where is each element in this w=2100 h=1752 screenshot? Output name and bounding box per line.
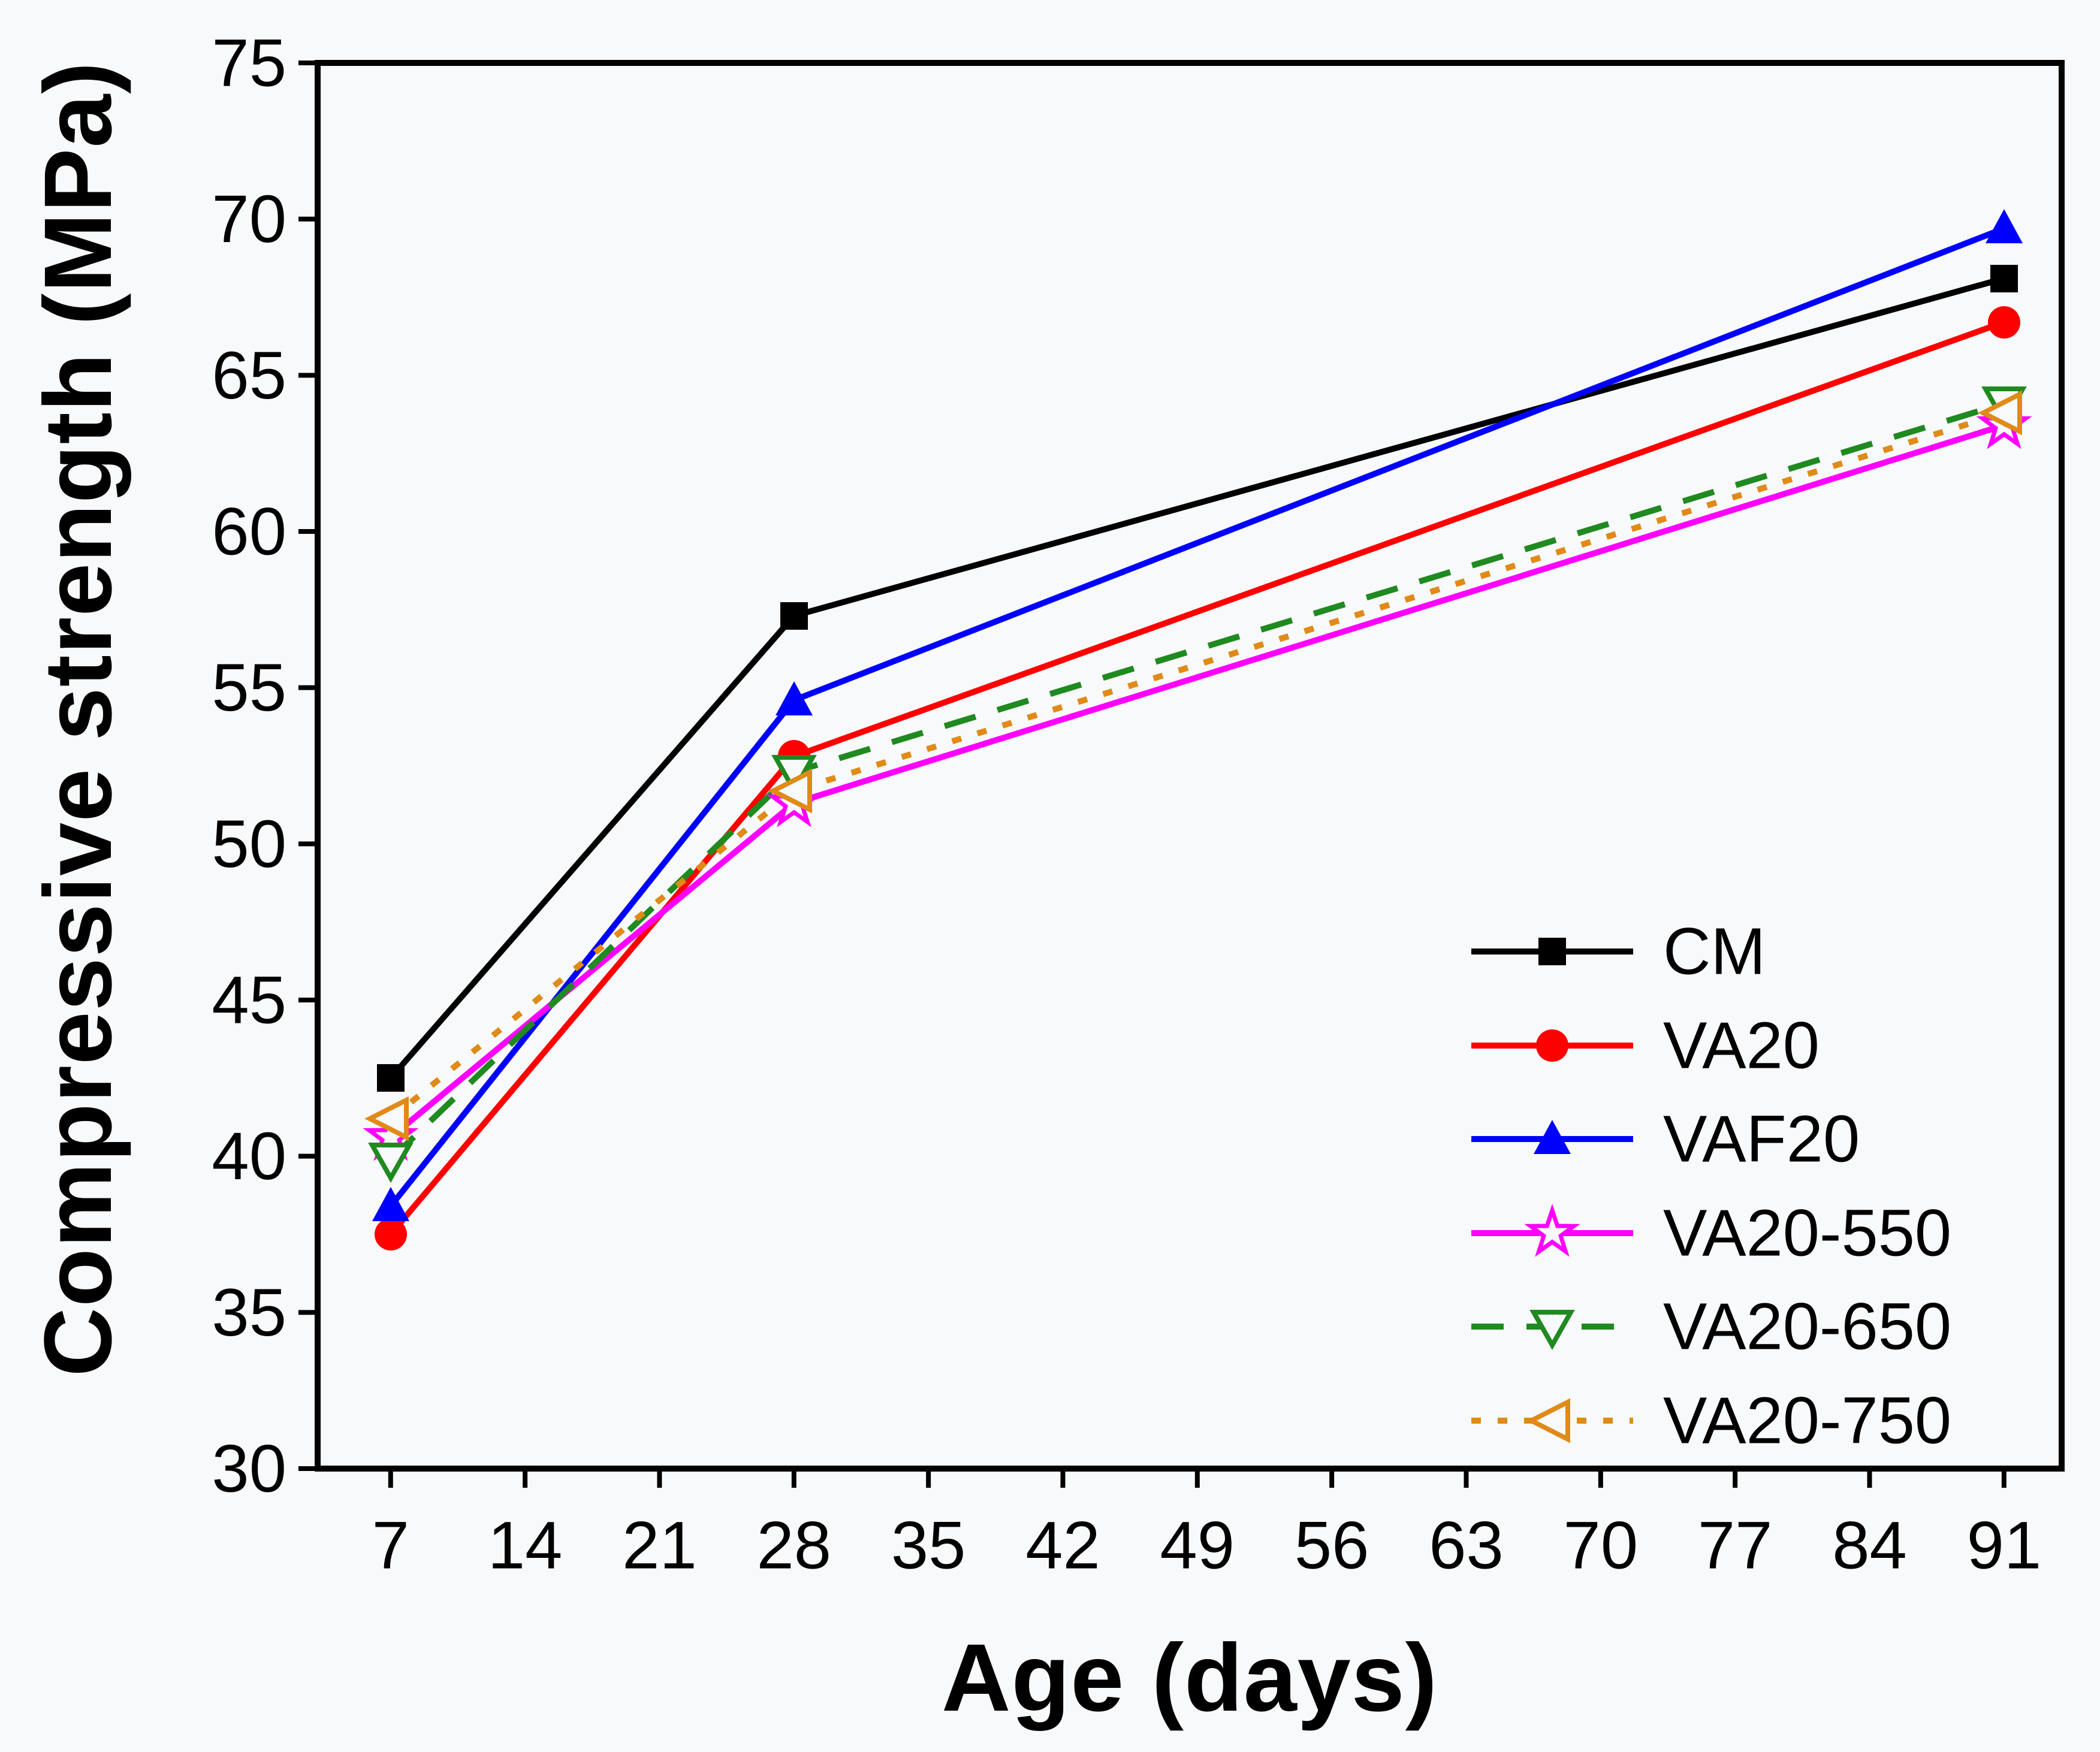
y-tick-label: 50 bbox=[212, 806, 286, 881]
marker-va20-650-7d bbox=[368, 1143, 414, 1183]
marker-va20-750-7d bbox=[364, 1096, 409, 1141]
x-axis-title: Age (days) bbox=[942, 1624, 1438, 1731]
legend-item-va20-750: VA20-750 bbox=[1471, 1384, 1951, 1458]
legend-label: CM bbox=[1663, 915, 1766, 989]
legend-item-va20-550: VA20-550 bbox=[1471, 1197, 1951, 1270]
y-axis: 30 35 40 45 50 55 60 65 70 75 bbox=[212, 26, 318, 1506]
x-tick-label: 91 bbox=[1967, 1508, 2042, 1583]
marker-vaf20-28d bbox=[776, 681, 813, 715]
y-tick-label: 65 bbox=[212, 338, 286, 413]
legend-swatch-marker bbox=[1526, 1398, 1570, 1443]
series-markers-cm bbox=[377, 265, 2018, 1092]
y-tick-label: 70 bbox=[212, 182, 286, 256]
y-tick-label: 60 bbox=[212, 494, 286, 569]
x-tick-label: 77 bbox=[1698, 1508, 1773, 1583]
marker-va20-91d bbox=[1988, 306, 2020, 339]
marker-va20-7d bbox=[375, 1218, 407, 1250]
legend-item-cm: CM bbox=[1471, 915, 1766, 989]
series-markers-vaf20 bbox=[372, 209, 2023, 1221]
marker-vaf20-7d bbox=[372, 1187, 409, 1221]
legend-item-va20-650: VA20-650 bbox=[1471, 1290, 1951, 1364]
legend-label: VA20-750 bbox=[1663, 1384, 1951, 1458]
y-tick-label: 40 bbox=[212, 1119, 286, 1194]
marker-vaf20-91d bbox=[1986, 209, 2023, 243]
legend-swatch-marker bbox=[1529, 1310, 1575, 1351]
x-axis: 7 14 21 28 35 42 49 56 63 70 77 84 91 bbox=[372, 1469, 2042, 1583]
series-markers-va20-750 bbox=[364, 390, 2022, 1141]
y-tick-label: 35 bbox=[212, 1275, 286, 1350]
x-tick-label: 56 bbox=[1295, 1508, 1369, 1583]
legend-swatch-marker bbox=[1534, 1120, 1571, 1154]
y-tick-label: 55 bbox=[212, 650, 286, 725]
marker-va20-750-91d bbox=[1978, 390, 2022, 436]
marker-va20-750-28d bbox=[768, 768, 812, 814]
x-tick-label: 35 bbox=[891, 1508, 966, 1583]
marker-cm-91d bbox=[1990, 265, 2018, 292]
legend-label: VA20-550 bbox=[1663, 1197, 1951, 1270]
x-tick-label: 63 bbox=[1429, 1508, 1504, 1583]
x-tick-label: 28 bbox=[757, 1508, 832, 1583]
legend-item-va20: VA20 bbox=[1471, 1009, 1820, 1083]
legend-swatch-marker bbox=[1524, 1203, 1580, 1257]
legend-swatch-marker bbox=[1536, 1029, 1568, 1062]
marker-cm-28d bbox=[780, 602, 808, 630]
legend-item-vaf20: VAF20 bbox=[1471, 1102, 1860, 1176]
y-axis-title: Compressive strength (MPa) bbox=[24, 61, 131, 1377]
x-tick-label: 14 bbox=[488, 1508, 563, 1583]
x-tick-label: 49 bbox=[1160, 1508, 1235, 1583]
x-tick-label: 70 bbox=[1564, 1508, 1639, 1583]
plot-area bbox=[318, 63, 2062, 1469]
x-tick-label: 21 bbox=[622, 1508, 697, 1583]
y-tick-label: 30 bbox=[212, 1431, 286, 1506]
x-tick-label: 7 bbox=[372, 1508, 409, 1583]
legend: CM VA20 VAF20 VA20-550 VA20-650 VA20-750 bbox=[1471, 915, 1951, 1458]
y-tick-label: 45 bbox=[212, 963, 286, 1038]
marker-cm-7d bbox=[377, 1064, 405, 1092]
legend-label: VAF20 bbox=[1663, 1102, 1860, 1176]
x-tick-label: 84 bbox=[1832, 1508, 1907, 1583]
plot-frame bbox=[315, 60, 2065, 1472]
x-tick-label: 42 bbox=[1025, 1508, 1100, 1583]
legend-swatch-marker bbox=[1538, 938, 1566, 965]
legend-label: VA20 bbox=[1663, 1009, 1820, 1083]
legend-label: VA20-650 bbox=[1663, 1290, 1951, 1364]
y-tick-label: 75 bbox=[212, 26, 286, 101]
